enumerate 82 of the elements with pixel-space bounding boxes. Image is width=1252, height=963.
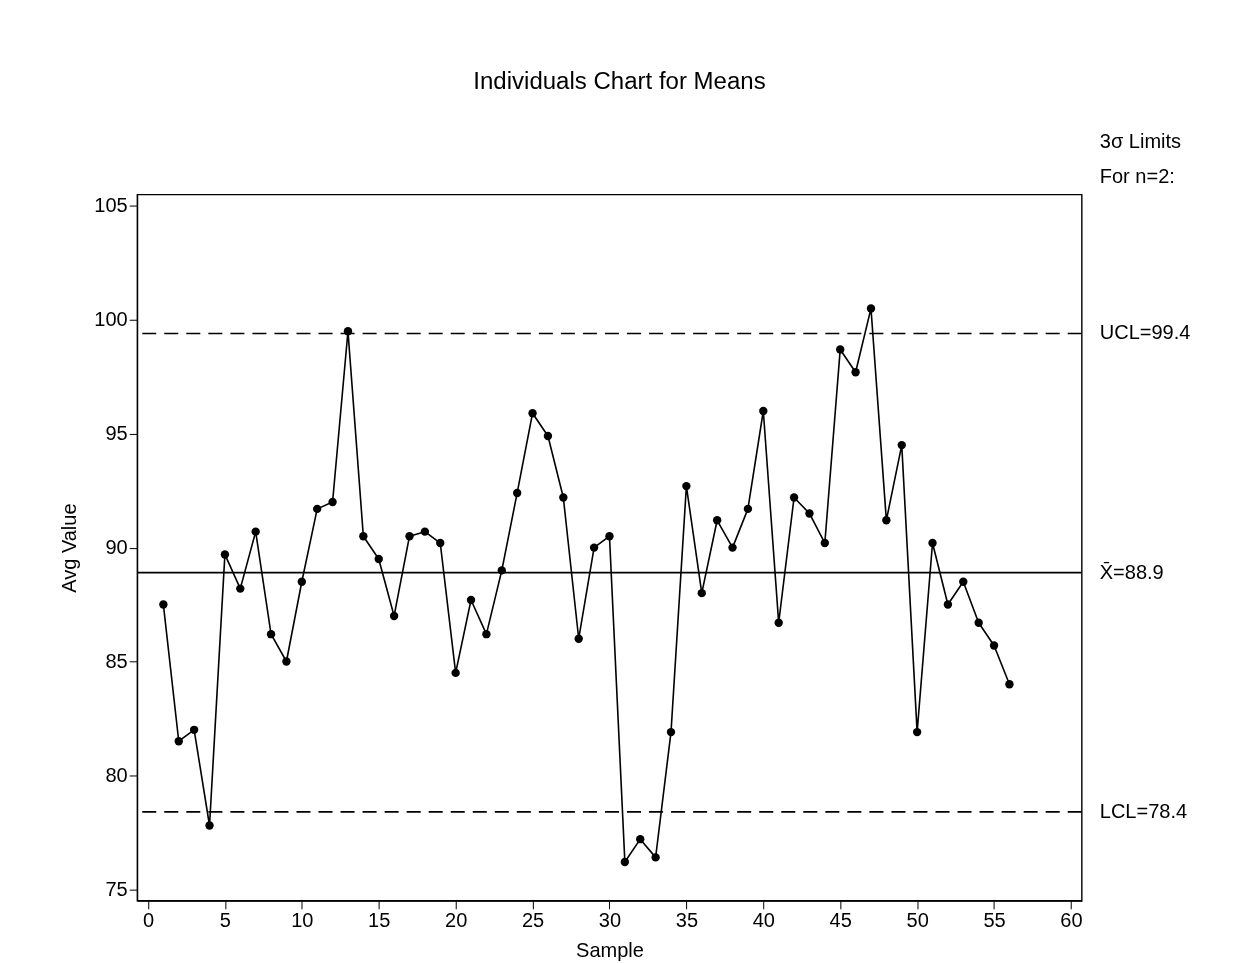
point xyxy=(282,657,291,666)
point xyxy=(559,493,568,502)
point xyxy=(589,543,599,552)
point xyxy=(728,543,737,552)
point xyxy=(174,737,183,746)
point xyxy=(836,345,845,354)
point xyxy=(759,406,768,416)
point xyxy=(389,611,399,621)
point xyxy=(466,595,476,605)
x-tick-label: 35 xyxy=(675,909,699,932)
point xyxy=(297,577,307,586)
ref-line-label: LCL=78.4 xyxy=(1099,799,1188,822)
y-axis-title: Avg Value xyxy=(58,503,81,593)
y-tick-label: 75 xyxy=(105,877,128,900)
point xyxy=(959,577,968,586)
point xyxy=(159,600,168,609)
point xyxy=(882,516,891,525)
point xyxy=(205,821,214,830)
x-tick-label: 30 xyxy=(598,909,622,932)
point xyxy=(697,588,706,598)
point xyxy=(328,497,337,507)
point xyxy=(666,727,676,737)
point xyxy=(620,857,630,867)
point xyxy=(436,538,445,548)
y-tick-label: 100 xyxy=(94,308,128,331)
point xyxy=(805,509,814,518)
point xyxy=(374,554,383,564)
x-tick-label: 55 xyxy=(983,909,1006,932)
x-tick-label: 0 xyxy=(142,909,155,932)
point xyxy=(266,629,276,639)
point xyxy=(482,629,491,639)
y-tick-label: 95 xyxy=(105,422,128,445)
point xyxy=(851,368,860,377)
point xyxy=(236,584,245,593)
point xyxy=(974,618,983,627)
point xyxy=(189,725,199,735)
x-tick-label: 40 xyxy=(752,909,775,932)
point xyxy=(866,304,876,313)
point xyxy=(651,853,660,862)
point xyxy=(712,516,722,525)
point xyxy=(359,532,368,541)
point xyxy=(220,550,230,559)
x-tick-label: 60 xyxy=(1060,909,1083,932)
point xyxy=(512,488,522,498)
point xyxy=(897,440,906,450)
x-axis-title: Sample xyxy=(576,939,644,962)
point xyxy=(420,527,430,536)
point xyxy=(774,618,783,627)
point xyxy=(943,600,953,609)
y-tick-label: 105 xyxy=(94,194,128,217)
point xyxy=(543,431,553,441)
ref-line-label: UCL=99.4 xyxy=(1099,321,1191,344)
point xyxy=(313,504,322,514)
point xyxy=(528,409,537,418)
text: For n=2: xyxy=(1099,164,1175,187)
point xyxy=(251,527,260,536)
point xyxy=(820,538,830,548)
point xyxy=(928,538,937,548)
point xyxy=(682,481,691,491)
ref-line-label: X̄=88.9 xyxy=(1099,560,1164,583)
point xyxy=(574,634,583,643)
x-tick-label: 10 xyxy=(291,909,314,932)
text: 3σ Limits xyxy=(1099,130,1182,153)
x-tick-label: 15 xyxy=(368,909,391,932)
point xyxy=(743,504,753,514)
x-tick-label: 45 xyxy=(829,909,852,932)
x-tick-label: 25 xyxy=(521,909,545,932)
point xyxy=(451,668,460,678)
chart-title: Individuals Chart for Means xyxy=(473,67,766,95)
y-tick-label: 90 xyxy=(105,536,128,559)
y-tick-label: 85 xyxy=(105,650,128,673)
point xyxy=(405,532,414,541)
point xyxy=(605,532,614,541)
point xyxy=(636,834,645,844)
x-tick-label: 20 xyxy=(445,909,468,932)
point xyxy=(989,641,999,650)
y-tick-label: 80 xyxy=(105,763,128,786)
point xyxy=(789,493,799,502)
point xyxy=(912,727,922,737)
point xyxy=(1005,680,1014,689)
x-tick-label: 5 xyxy=(219,909,231,932)
x-tick-label: 50 xyxy=(906,909,929,932)
